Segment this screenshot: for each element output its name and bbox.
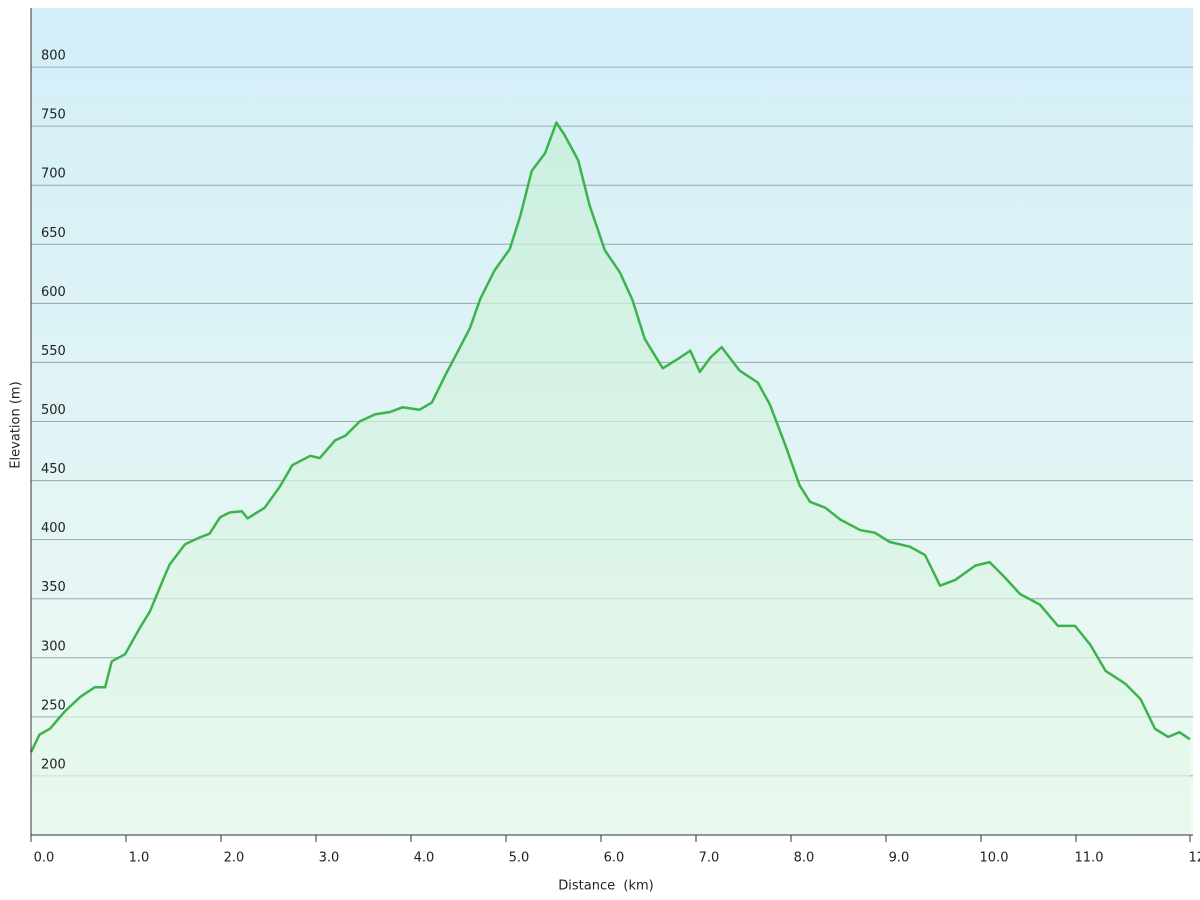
x-tick-label: 12.2 [1189,851,1200,866]
y-tick-label: 300 [41,639,66,654]
x-tick-label: 9.0 [889,851,910,866]
marks [29,121,1191,836]
y-tick-label: 650 [41,226,66,241]
x-tick-label: 0.0 [34,851,55,866]
y-tick-label: 550 [41,344,66,359]
x-tick-label: 1.0 [129,851,150,866]
x-tick-label: 3.0 [319,851,340,866]
labels: 200 250 300 350 400 450 500 550 600 650 700 750 800 0… [30,49,1200,866]
y-tick-label: 250 [41,698,66,713]
y-tick-label: 600 [41,285,66,300]
x-tick-label: 11.0 [1075,851,1104,866]
area-fill [31,122,1190,836]
y-tick-label: 450 [41,462,66,477]
elevation-line [29,121,1191,753]
y-tick-label: 750 [41,108,66,123]
y-tick-label: 500 [41,403,66,418]
x-tick-label: 2.0 [224,851,245,866]
y-tick-label: 200 [41,757,66,772]
x-axis-title: Distance (km) [558,879,653,894]
y-tick-label: 400 [41,521,66,536]
y-tick-label: 700 [41,167,66,182]
x-tick-label: 6.0 [604,851,625,866]
y-tick-label: 350 [41,580,66,595]
x-tick-label: 10.0 [980,851,1009,866]
x-tick-label: 4.0 [414,851,435,866]
x-tick-label: 5.0 [509,851,530,866]
x-tick-label: 8.0 [794,851,815,866]
y-tick-label: 800 [41,49,66,64]
y-axis-title: Elevation (m) [9,381,24,468]
x-tick-label: 7.0 [699,851,720,866]
